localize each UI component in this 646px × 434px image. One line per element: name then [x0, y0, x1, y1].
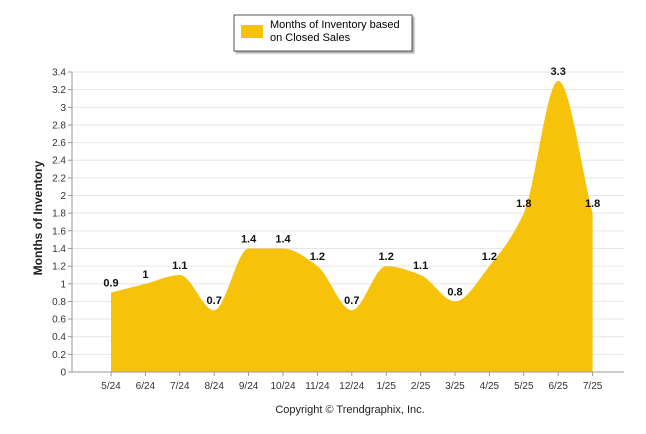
data-label: 1.2: [379, 251, 394, 263]
x-tick-label: 8/24: [204, 381, 224, 392]
x-tick-label: 7/24: [170, 381, 190, 392]
data-label: 0.7: [344, 295, 359, 307]
x-tick-label: 11/24: [305, 381, 330, 392]
y-tick-label: 3.4: [52, 68, 66, 79]
data-label: 1.8: [585, 198, 600, 210]
y-tick-label: 0.2: [52, 350, 66, 361]
x-tick-label: 10/24: [270, 381, 295, 392]
x-tick-label: 12/24: [339, 381, 364, 392]
data-label: 0.8: [447, 286, 462, 298]
y-tick-label: 2.2: [52, 173, 66, 184]
copyright-text: Copyright © Trendgraphix, Inc.: [275, 404, 424, 416]
y-tick-label: 1.8: [52, 209, 66, 220]
legend-line-2: on Closed Sales: [270, 32, 351, 44]
x-tick-label: 6/25: [548, 381, 568, 392]
x-tick-label: 5/25: [514, 381, 534, 392]
data-labels: 0.9 1 1.1 0.7 1.4 1.4 1.2 0.7 1.2 1.1 0.8 1.2 1.8 3.3…: [103, 66, 600, 307]
data-label: 3.3: [551, 66, 566, 78]
y-axis-title: Months of Inventory: [31, 160, 45, 275]
legend: Months of Inventory based on Closed Sale…: [233, 14, 413, 52]
x-tick-label: 3/25: [445, 381, 465, 392]
y-axis-ticks: 0 0.2 0.4 0.6 0.8 1 1.2 1.4 1.6 1.8 2 2.2 2.4 2.6 2.8 3…: [52, 68, 72, 379]
data-label: 1.4: [241, 233, 257, 245]
data-label: 0.9: [103, 278, 118, 290]
y-tick-label: 1: [60, 279, 66, 290]
data-label: 0.7: [207, 295, 222, 307]
y-tick-label: 2.8: [52, 120, 66, 131]
y-tick-label: 2.4: [52, 156, 66, 167]
y-tick-label: 0: [60, 368, 66, 379]
series-area-path: [111, 80, 593, 372]
x-axis-ticks: 5/24 6/24 7/24 8/24 9/24 10/24 11/24 12/24 1/25 2…: [101, 372, 603, 392]
y-tick-label: 0.4: [52, 332, 66, 343]
x-tick-label: 7/25: [583, 381, 603, 392]
x-tick-label: 4/25: [480, 381, 500, 392]
legend-box: [233, 14, 413, 52]
y-tick-label: 1.6: [52, 226, 66, 237]
legend-swatch: [241, 25, 263, 38]
data-label: 1: [142, 269, 148, 281]
x-tick-label: 6/24: [136, 381, 156, 392]
x-tick-label: 5/24: [101, 381, 121, 392]
x-tick-label: 9/24: [239, 381, 259, 392]
data-label: 1.1: [413, 260, 428, 272]
x-tick-label: 2/25: [411, 381, 431, 392]
data-label: 1.8: [516, 198, 531, 210]
y-tick-label: 2: [60, 191, 66, 202]
legend-line-1: Months of Inventory based: [270, 19, 400, 31]
data-label: 1.2: [310, 251, 325, 263]
y-tick-label: 0.8: [52, 297, 66, 308]
series-area: [111, 80, 593, 372]
y-tick-label: 2.6: [52, 138, 66, 149]
data-label: 1.4: [275, 233, 291, 245]
data-label: 1.1: [172, 260, 187, 272]
y-tick-label: 0.6: [52, 315, 66, 326]
y-tick-label: 1.2: [52, 262, 66, 273]
axes: [71, 72, 624, 373]
y-tick-label: 1.4: [52, 244, 66, 255]
y-tick-label: 3.2: [52, 85, 66, 96]
data-label: 1.2: [482, 251, 497, 263]
x-tick-label: 1/25: [376, 381, 396, 392]
y-tick-label: 3: [60, 103, 66, 114]
